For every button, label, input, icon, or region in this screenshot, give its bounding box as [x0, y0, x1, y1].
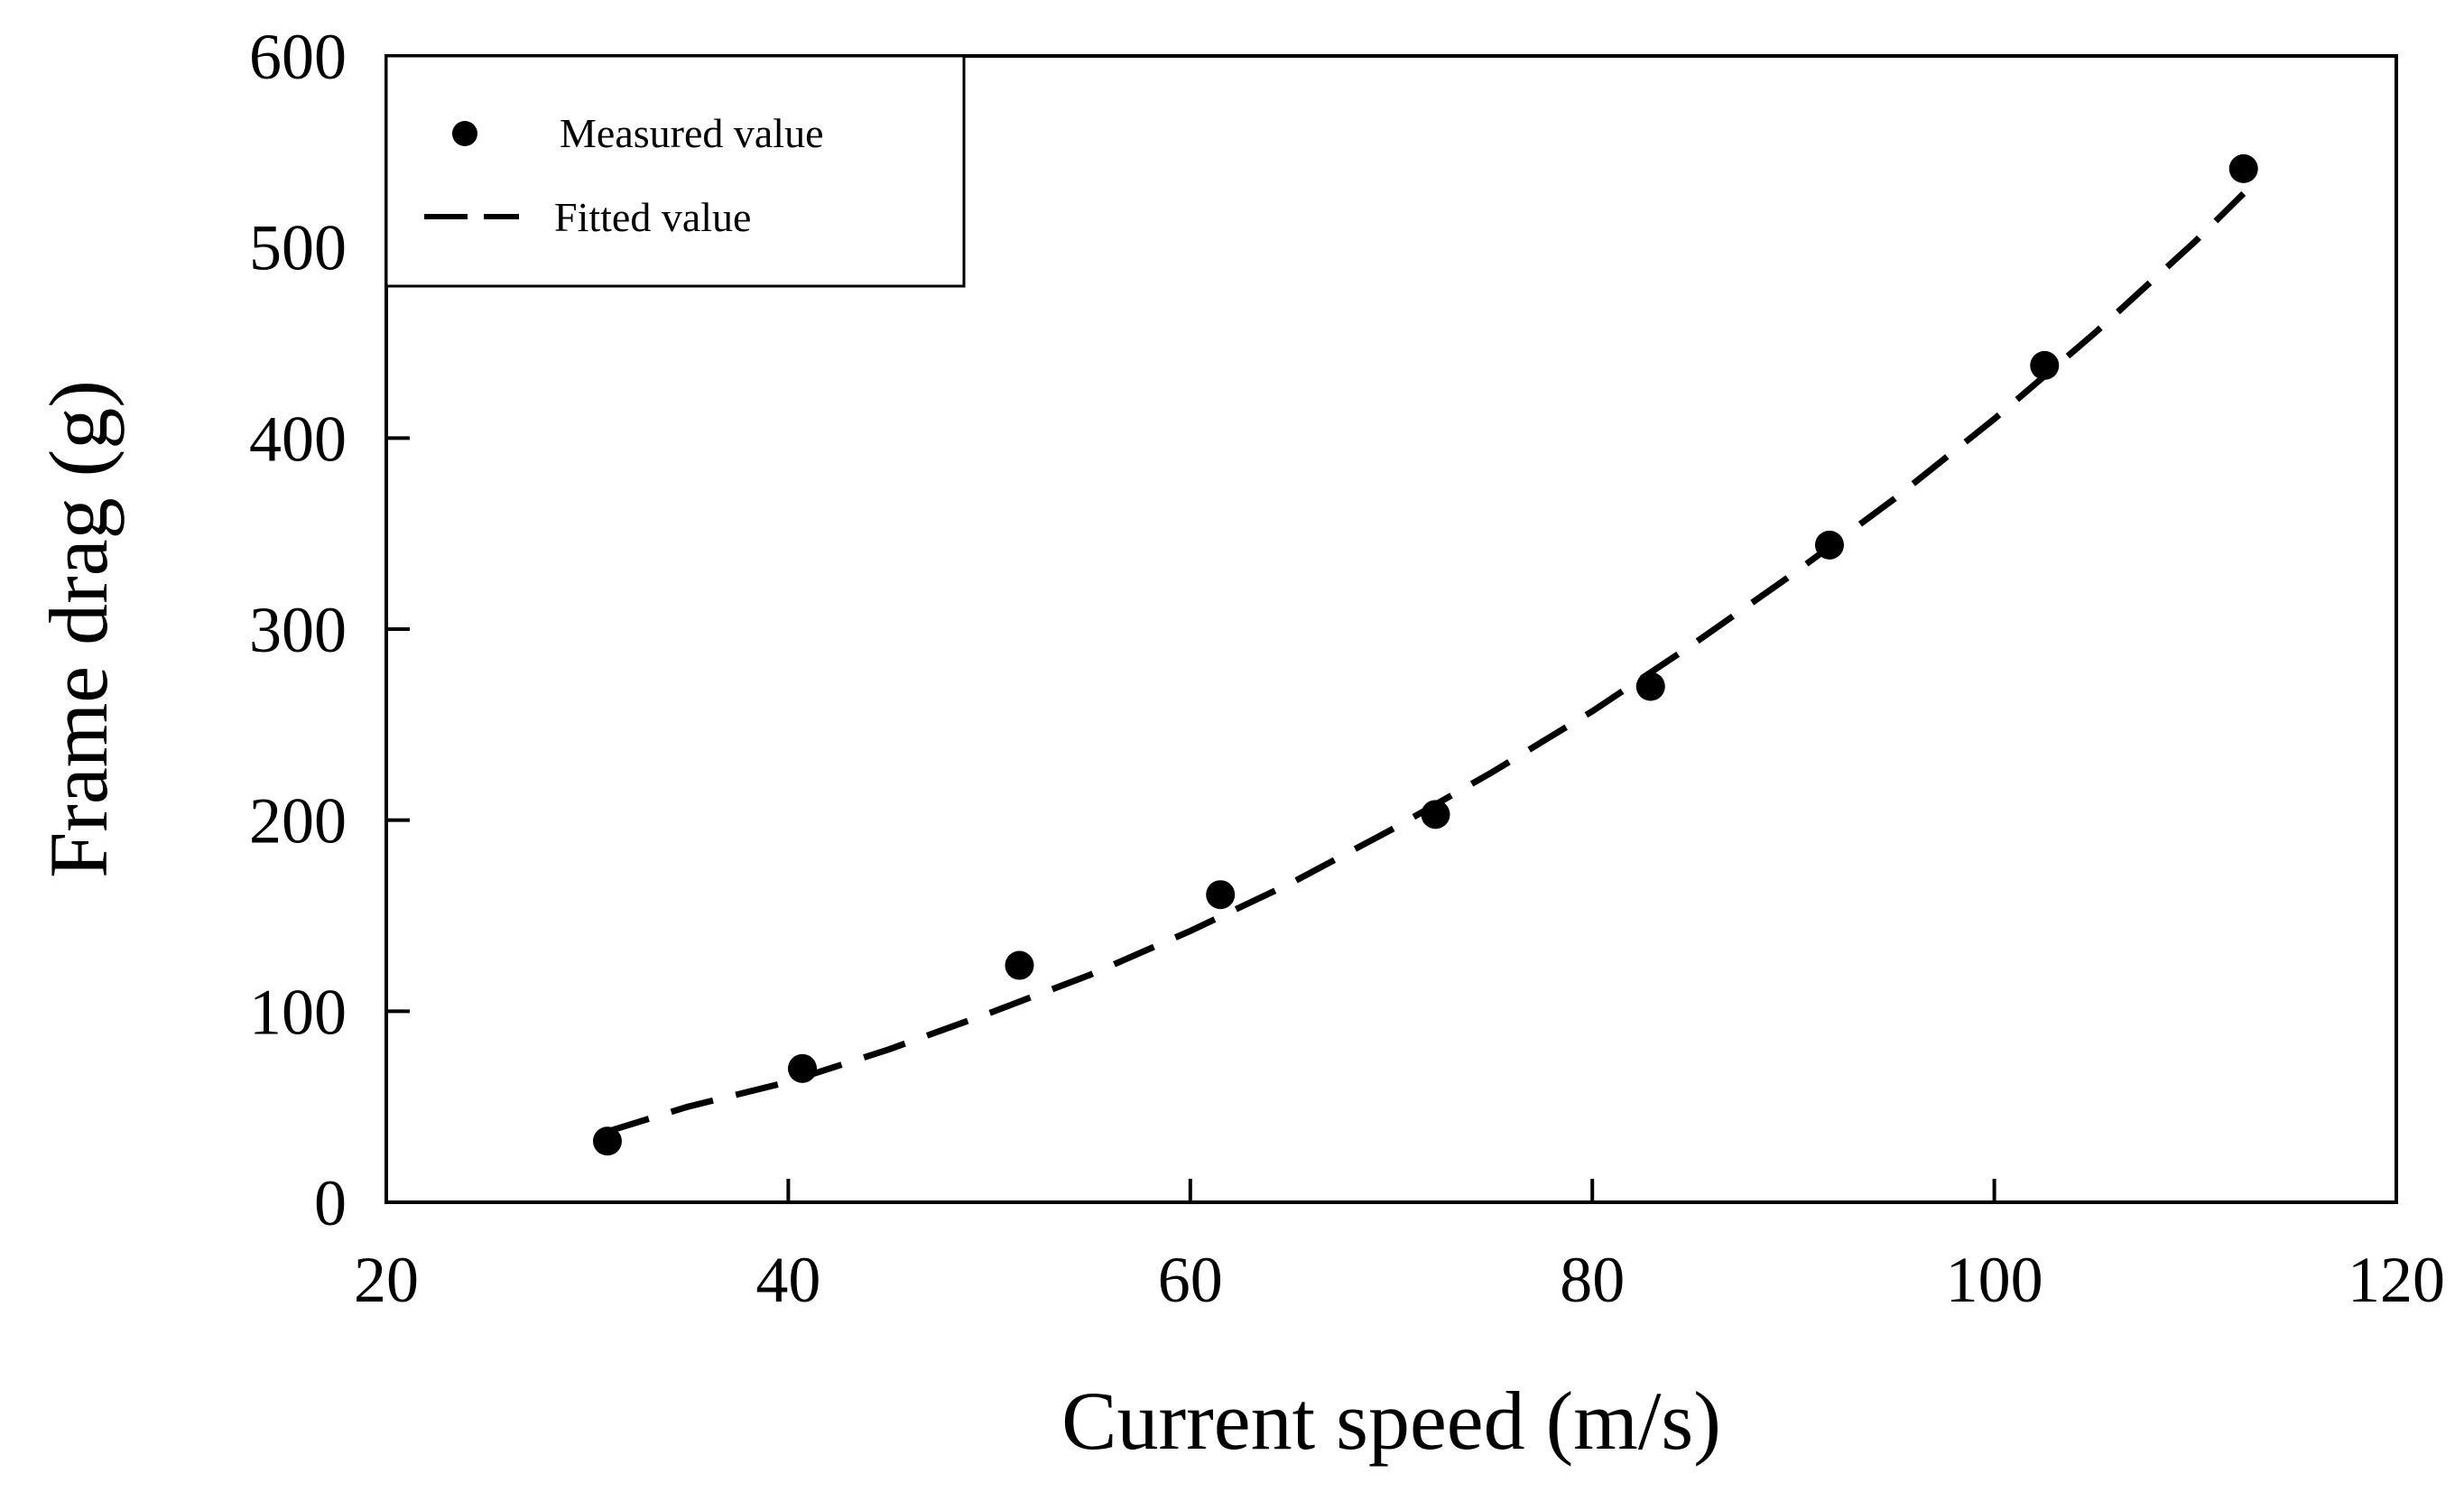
- measured-value-point: [1814, 530, 1844, 560]
- x-tick-label: 100: [1946, 1244, 2043, 1316]
- legend: Measured value Fitted value: [384, 54, 966, 288]
- fitted-value-line: [606, 190, 2246, 1135]
- x-tick-label: 120: [2348, 1244, 2445, 1316]
- x-axis-title: Current speed (m/s): [1061, 1375, 1721, 1467]
- measured-value-point: [787, 1053, 817, 1083]
- y-tick-label: 500: [249, 212, 347, 284]
- measured-value-point: [1421, 800, 1450, 829]
- legend-marker-measured: [452, 121, 477, 146]
- measured-value-point: [1635, 672, 1665, 701]
- measured-value-point: [592, 1126, 622, 1156]
- x-tick-label: 60: [1158, 1244, 1223, 1316]
- measured-value-point: [2228, 153, 2258, 183]
- x-tick-label: 40: [755, 1244, 820, 1316]
- y-tick-label: 100: [249, 976, 347, 1048]
- y-axis-title: Frame drag (g): [32, 380, 125, 878]
- legend-box: [384, 54, 966, 288]
- measured-value-point: [1005, 950, 1034, 980]
- measured-value-point: [2030, 350, 2060, 380]
- y-tick-label: 300: [249, 594, 347, 666]
- legend-label-measured: Measured value: [560, 110, 824, 156]
- x-tick-label: 20: [354, 1244, 419, 1316]
- y-tick-label: 200: [249, 785, 347, 857]
- series-layer: [592, 153, 2258, 1156]
- y-axis-ticks: 0 100 200 300 400 500 600: [249, 21, 410, 1239]
- measured-value-point: [1206, 880, 1236, 910]
- y-tick-label: 600: [249, 21, 347, 93]
- x-tick-label: 80: [1560, 1244, 1625, 1316]
- y-tick-label: 400: [249, 403, 347, 475]
- legend-label-fitted: Fitted value: [554, 194, 751, 240]
- x-axis-ticks: 20 40 60 80 100 120: [354, 1179, 2445, 1316]
- y-tick-label: 0: [314, 1167, 347, 1239]
